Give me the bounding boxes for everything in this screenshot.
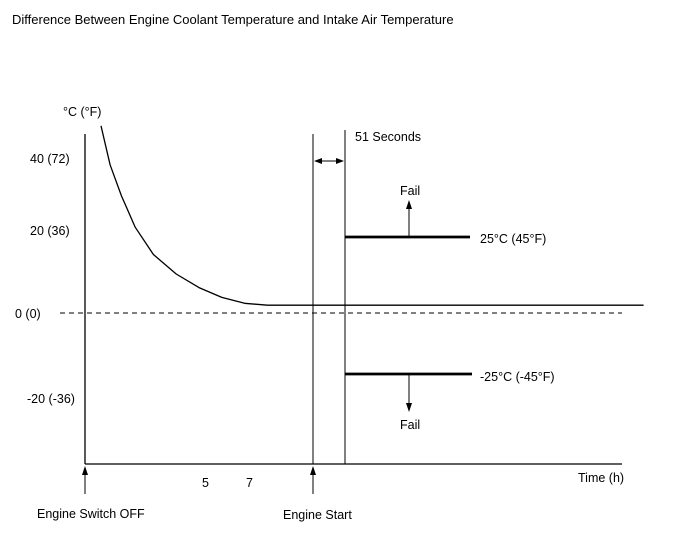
fail-lower-label: Fail [400,418,420,432]
engine-switch-off-arrow-head [82,466,88,475]
y-tick-label: 0 (0) [15,307,41,321]
delay-arrow-left-head [314,158,322,164]
threshold-upper-label: 25°C (45°F) [480,232,546,246]
threshold-lower-label: -25°C (-45°F) [480,370,555,384]
fail-upper-label: Fail [400,184,420,198]
delay-label: 51 Seconds [355,130,421,144]
y-axis-label: °C (°F) [63,105,101,119]
x-tick-label: 7 [246,476,253,490]
y-tick-label: 20 (36) [30,224,70,238]
engine-start-arrow-head [310,466,316,475]
delay-arrow-right-head [336,158,344,164]
event-label-engine-start: Engine Start [283,508,352,522]
x-axis-label: Time (h) [578,471,624,485]
fail-down-arrow-head [406,403,412,412]
y-tick-label: 40 (72) [30,152,70,166]
y-tick-label: -20 (-36) [27,392,75,406]
fail-up-arrow-head [406,200,412,209]
page-title: Difference Between Engine Coolant Temper… [12,12,454,27]
temperature-difference-curve [100,125,644,306]
event-label-engine-switch-off: Engine Switch OFF [37,507,145,521]
x-tick-label: 5 [202,476,209,490]
